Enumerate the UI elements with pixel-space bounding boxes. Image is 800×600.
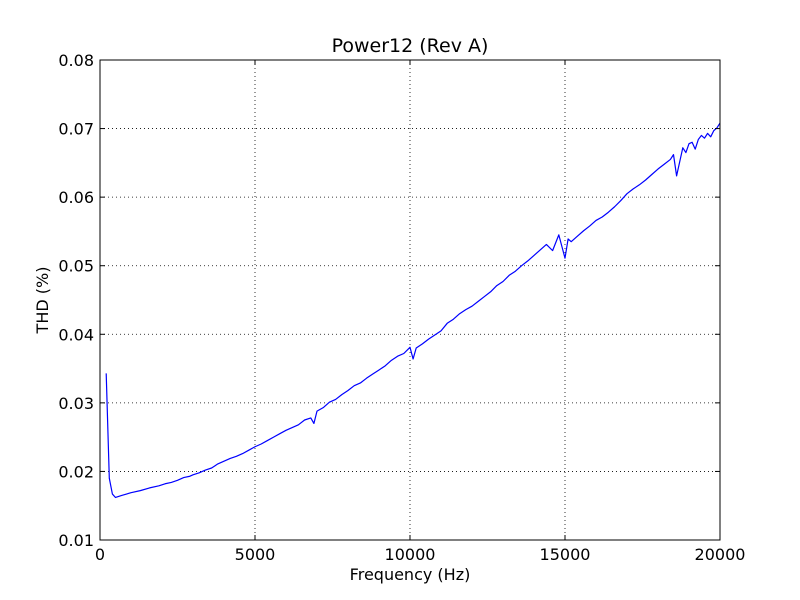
y-tick-label: 0.07 [58, 120, 94, 139]
grid-lines [100, 60, 720, 540]
y-tick-label: 0.01 [58, 531, 94, 550]
chart-title: Power12 (Rev A) [332, 35, 489, 57]
tick-marks [99, 59, 721, 541]
x-tick-label: 0 [95, 545, 105, 564]
series-group [105, 122, 721, 499]
y-tick-label: 0.03 [58, 394, 94, 413]
y-axis-label: THD (%) [33, 267, 52, 335]
y-tick-label: 0.08 [58, 51, 94, 70]
x-tick-labels: 0 5000 10000 15000 20000 [95, 545, 746, 564]
y-tick-labels: 0.01 0.02 0.03 0.04 0.05 0.06 0.07 0.08 [58, 51, 94, 550]
x-tick-label: 20000 [695, 545, 746, 564]
y-tick-label: 0.02 [58, 462, 94, 481]
x-axis-label: Frequency (Hz) [350, 565, 471, 584]
y-tick-label: 0.06 [58, 188, 94, 207]
x-tick-label: 5000 [235, 545, 276, 564]
series-line-0 [105, 122, 721, 499]
y-tick-label: 0.05 [58, 257, 94, 276]
y-tick-label: 0.04 [58, 325, 94, 344]
x-tick-label: 10000 [385, 545, 436, 564]
x-tick-label: 15000 [540, 545, 591, 564]
